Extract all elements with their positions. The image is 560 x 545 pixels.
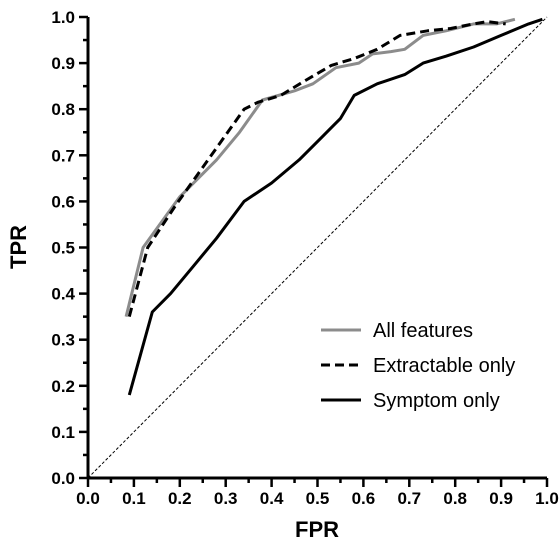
- legend-label-1: All features: [373, 320, 473, 342]
- x-tick-label: 0.5: [306, 489, 330, 508]
- x-tick-label: 0.1: [122, 489, 146, 508]
- reference-diagonal-line: [87, 16, 548, 479]
- y-tick-label: 0.1: [51, 423, 75, 442]
- legend-label-2: Extractable only: [373, 355, 515, 377]
- y-tick-label: 0.0: [51, 469, 75, 488]
- x-tick-label: 0.4: [260, 489, 284, 508]
- x-tick-label: 0.7: [397, 489, 421, 508]
- series-line-2: [127, 20, 506, 317]
- x-tick-label: 0.2: [168, 489, 192, 508]
- y-tick-label: 0.7: [51, 146, 75, 165]
- x-axis-title: FPR: [295, 517, 339, 542]
- y-axis-title: TPR: [6, 225, 31, 269]
- y-tick-label: 0.6: [51, 192, 75, 211]
- x-tick-label: 1.0: [535, 489, 559, 508]
- x-tick-label: 0.9: [489, 489, 513, 508]
- series-line-1: [124, 17, 516, 317]
- y-tick-label: 0.8: [51, 100, 75, 119]
- x-tick-label: 0.6: [352, 489, 376, 508]
- x-tick-label: 0.3: [214, 489, 238, 508]
- y-tick-label: 0.3: [51, 331, 75, 350]
- y-tick-label: 0.2: [51, 377, 75, 396]
- y-tick-label: 0.9: [51, 54, 75, 73]
- legend-label-3: Symptom only: [373, 390, 500, 412]
- legend: All features Extractable only Symptom only: [321, 320, 515, 412]
- y-tick-label: 0.5: [51, 239, 75, 258]
- x-tick-label: 0.8: [443, 489, 467, 508]
- series-line-3: [127, 17, 543, 396]
- y-tick-label: 1.0: [51, 8, 75, 27]
- x-tick-label: 0.0: [76, 489, 100, 508]
- y-tick-label: 0.4: [51, 285, 75, 304]
